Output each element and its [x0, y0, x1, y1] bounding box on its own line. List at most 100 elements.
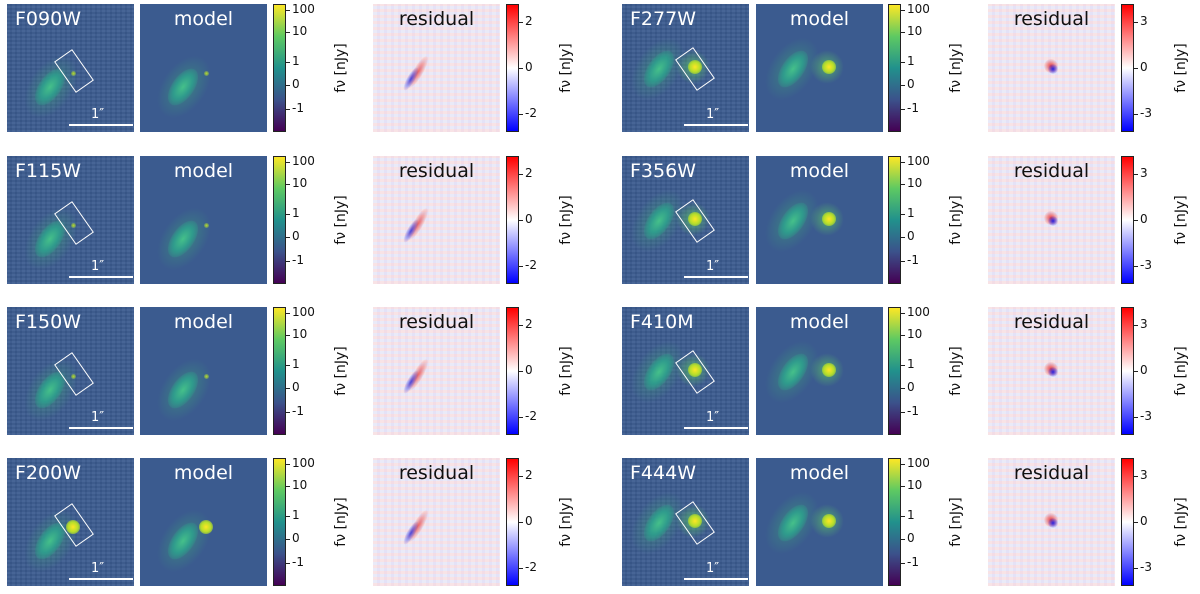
colorbar-tick-label: 3 — [1134, 14, 1148, 28]
model-label: model — [789, 462, 850, 484]
data-panel: F444W 1″ — [622, 458, 749, 586]
colorbar-tick-label: 10 — [900, 24, 923, 38]
companion-core — [822, 514, 836, 528]
companion-core — [199, 520, 213, 534]
colorbar-axis-label: fν [nJy] — [333, 195, 349, 245]
colorbar-tick-label: 2 — [519, 14, 533, 28]
residual-blue-spot — [1048, 518, 1058, 528]
colorbar-tick-label: 100 — [901, 305, 930, 319]
residual-panel: residual — [373, 458, 500, 586]
figure-row: F115W 1″ model 100 10 1 0 -1 fν [nJy] residual 2 0-… — [0, 154, 1200, 284]
colorbar-tick-label: 0 — [901, 229, 915, 243]
model-panel: model — [140, 458, 267, 586]
companion-core — [70, 373, 76, 379]
model-panel: model — [756, 4, 883, 132]
residual-colorbar — [1121, 156, 1134, 284]
colorbar-tick-label: 1 — [286, 508, 300, 522]
model-panel: model — [140, 307, 267, 435]
companion-core — [822, 60, 836, 74]
companion-core — [203, 70, 209, 76]
colorbar-axis-label: fν [nJy] — [1173, 497, 1189, 547]
colorbar-tick-label: 0 — [901, 77, 915, 91]
flux-colorbar — [888, 156, 901, 284]
colorbar-tick-label: 10 — [900, 327, 923, 341]
residual-label: residual — [1013, 462, 1090, 484]
flux-colorbar — [888, 307, 901, 435]
residual-blue-spot — [1048, 64, 1058, 74]
colorbar-tick-label: 0 — [286, 229, 300, 243]
colorbar-tick-label: 100 — [901, 2, 930, 16]
residual-colorbar — [506, 458, 519, 586]
companion-core — [70, 70, 76, 76]
colorbar-axis-label: fν [nJy] — [333, 43, 349, 93]
colorbar-tick-label: 0 — [901, 531, 915, 545]
colorbar-tick-label: -2 — [519, 106, 537, 120]
colorbar-tick-label: 0 — [286, 77, 300, 91]
colorbar-tick-label: -1 — [901, 555, 919, 569]
colorbar-tick-label: 1 — [286, 206, 300, 220]
colorbar-tick-label: -3 — [1134, 409, 1152, 423]
colorbar-tick-label: 10 — [285, 24, 308, 38]
colorbar-tick-label: -1 — [286, 101, 304, 115]
residual-blue-spot — [1048, 367, 1058, 377]
scale-bar-label: 1″ — [91, 410, 105, 425]
colorbar-tick-label: -2 — [519, 258, 537, 272]
colorbar-tick-label: -1 — [286, 404, 304, 418]
scale-bar — [69, 578, 133, 580]
filter-label: F277W — [630, 8, 696, 30]
residual-label: residual — [1013, 311, 1090, 333]
filter-label: F115W — [15, 160, 81, 182]
scale-bar — [69, 427, 133, 429]
flux-colorbar — [888, 4, 901, 132]
colorbar-tick-label: 3 — [1134, 317, 1148, 331]
colorbar-tick-label: 10 — [900, 478, 923, 492]
scale-bar-label: 1″ — [91, 107, 105, 122]
model-label: model — [789, 160, 850, 182]
colorbar-tick-label: -3 — [1134, 560, 1152, 574]
flux-colorbar — [273, 4, 286, 132]
colorbar-axis-label: fν [nJy] — [948, 497, 964, 547]
residual-colorbar — [506, 307, 519, 435]
data-panel: F410M 1″ — [622, 307, 749, 435]
model-panel: model — [140, 4, 267, 132]
colorbar-axis-label: fν [nJy] — [333, 346, 349, 396]
colorbar-tick-label: 0 — [519, 514, 533, 528]
colorbar-tick-label: 10 — [900, 176, 923, 190]
colorbar-tick-label: 1 — [901, 357, 915, 371]
filter-label: F444W — [630, 462, 696, 484]
model-panel: model — [756, 156, 883, 284]
colorbar-tick-label: 100 — [286, 305, 315, 319]
colorbar-tick-label: -1 — [286, 253, 304, 267]
colorbar-axis-label: fν [nJy] — [558, 43, 574, 93]
colorbar-tick-label: -1 — [901, 253, 919, 267]
scale-bar — [684, 124, 748, 126]
colorbar-tick-label: 0 — [519, 363, 533, 377]
data-panel: F150W 1″ — [7, 307, 134, 435]
flux-colorbar — [888, 458, 901, 586]
data-panel: F356W 1″ — [622, 156, 749, 284]
residual-label: residual — [398, 311, 475, 333]
residual-panel: residual — [988, 4, 1115, 132]
scale-bar-label: 1″ — [91, 561, 105, 576]
colorbar-tick-label: 0 — [901, 380, 915, 394]
colorbar-tick-label: 0 — [1134, 60, 1148, 74]
colorbar-tick-label: 100 — [286, 2, 315, 16]
colorbar-tick-label: 0 — [519, 212, 533, 226]
companion-core — [688, 60, 702, 74]
companion-core — [203, 373, 209, 379]
data-panel: F277W 1″ — [622, 4, 749, 132]
filter-label: F090W — [15, 8, 81, 30]
model-label: model — [789, 311, 850, 333]
colorbar-tick-label: -2 — [519, 560, 537, 574]
flux-colorbar — [273, 156, 286, 284]
colorbar-axis-label: fν [nJy] — [948, 195, 964, 245]
colorbar-tick-label: 1 — [286, 54, 300, 68]
colorbar-tick-label: 2 — [519, 317, 533, 331]
colorbar-tick-label: -1 — [901, 404, 919, 418]
residual-colorbar — [506, 4, 519, 132]
figure-row: F150W 1″ model 100 10 1 0 -1 fν [nJy] residual 2 0-… — [0, 305, 1200, 435]
model-label: model — [789, 8, 850, 30]
residual-panel: residual — [373, 307, 500, 435]
companion-core — [688, 212, 702, 226]
colorbar-tick-label: 10 — [285, 176, 308, 190]
